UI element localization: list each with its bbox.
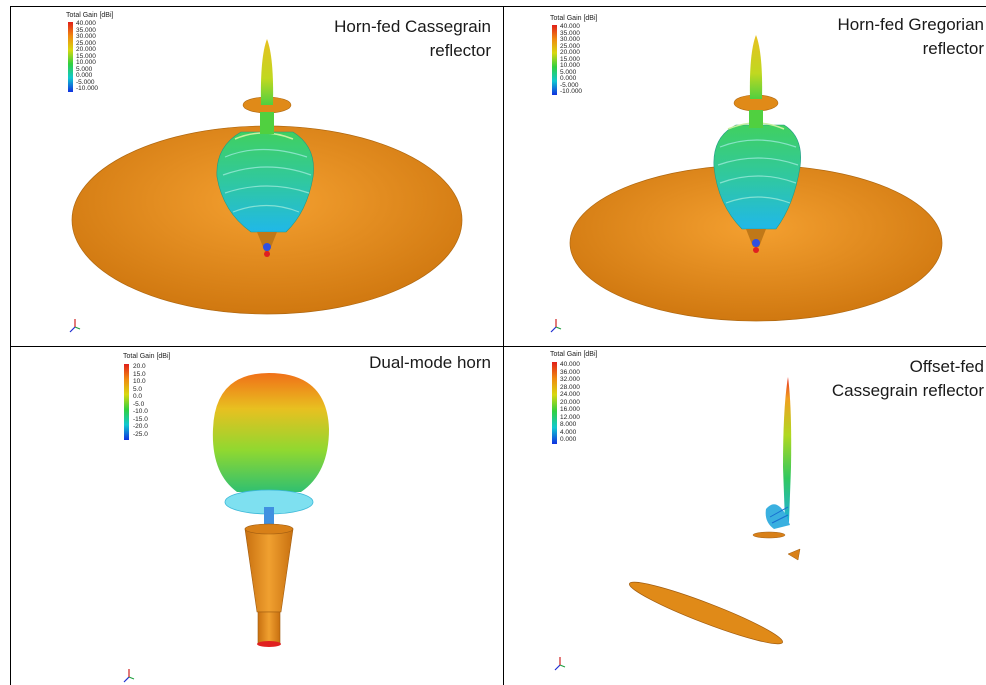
panel-title: Offset-fed Cassegrain reflector bbox=[831, 357, 984, 400]
legend-title: Total Gain [dBi] bbox=[550, 15, 598, 22]
subreflector bbox=[752, 531, 786, 539]
radiation-pattern-sidelobes bbox=[713, 124, 801, 230]
horn-waveguide bbox=[257, 611, 281, 645]
vertical-divider bbox=[503, 6, 504, 685]
panel-title: Horn-fed Gregorian reflector bbox=[837, 15, 984, 58]
antenna-scene bbox=[123, 373, 329, 683]
color-bar bbox=[124, 364, 129, 440]
panel-title: Dual-mode horn bbox=[369, 353, 491, 372]
main-beam bbox=[749, 35, 763, 99]
panel-offset-fed: Total Gain [dBi] 40.000 36.000 32.000 28… bbox=[504, 347, 986, 685]
legend-values: 40.000 35.000 30.000 25.000 20.000 15.00… bbox=[560, 23, 583, 95]
main-beam bbox=[212, 373, 329, 492]
legend-title: Total Gain [dBi] bbox=[123, 353, 171, 360]
horn-flare bbox=[244, 528, 294, 613]
color-bar bbox=[552, 362, 557, 444]
axis-triad-icon bbox=[550, 319, 562, 333]
panel-title: Horn-fed Cassegrain reflector bbox=[334, 17, 491, 60]
panel-gregorian: Total Gain [dBi] 40.000 35.000 30.000 25… bbox=[504, 7, 986, 346]
axis-triad-icon bbox=[69, 319, 81, 333]
radiation-pattern-sidelobes bbox=[216, 131, 314, 233]
legend-values: 40.000 35.000 30.000 25.000 20.000 15.00… bbox=[76, 20, 99, 92]
horizontal-divider bbox=[10, 346, 986, 347]
antenna-scene bbox=[554, 377, 801, 671]
color-bar bbox=[68, 22, 73, 92]
legend-values: 20.0 15.0 10.0 5.0 0.0 -5.0 -10.0 -15.0 … bbox=[133, 363, 148, 438]
legend-values: 40.000 36.000 32.000 28.000 24.000 20.00… bbox=[560, 361, 580, 443]
legend-title: Total Gain [dBi] bbox=[550, 351, 598, 358]
axis-triad-icon bbox=[123, 669, 135, 683]
main-beam bbox=[783, 377, 792, 522]
legend-title: Total Gain [dBi] bbox=[66, 12, 114, 19]
color-bar bbox=[552, 25, 557, 95]
antenna-scene bbox=[550, 35, 943, 333]
feed-horn bbox=[257, 232, 277, 252]
main-reflector bbox=[629, 581, 783, 645]
radiation-pattern-sidelobes bbox=[765, 504, 790, 529]
feed-horn bbox=[787, 548, 801, 561]
antenna-scene bbox=[69, 39, 463, 333]
figure-grid bbox=[10, 6, 986, 685]
feed-horn bbox=[746, 229, 766, 247]
main-beam bbox=[260, 39, 274, 105]
axis-triad-icon bbox=[554, 657, 566, 671]
panel-dual-mode-horn: Total Gain [dBi] 20.0 15.0 10.0 5.0 0.0 … bbox=[11, 347, 503, 685]
panel-cassegrain: Total Gain [dBi] 40.000 35.000 30.000 25… bbox=[11, 7, 503, 346]
